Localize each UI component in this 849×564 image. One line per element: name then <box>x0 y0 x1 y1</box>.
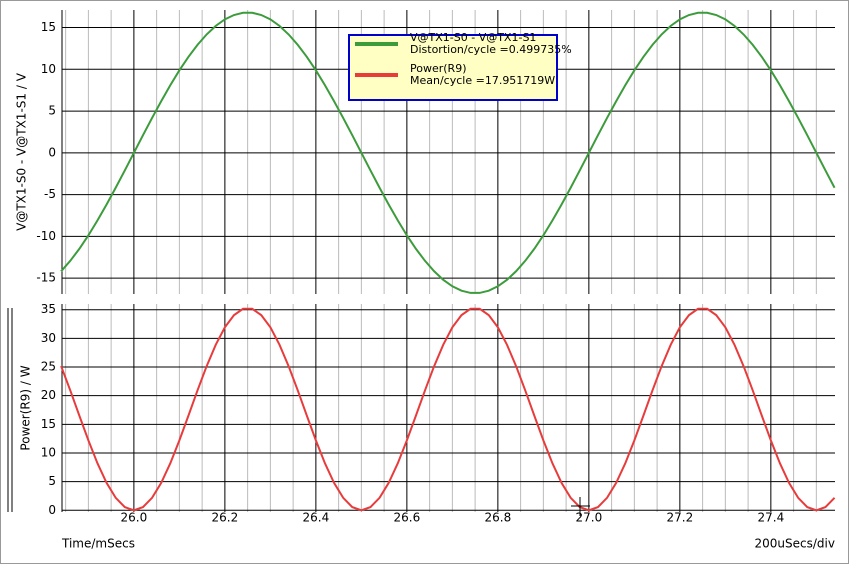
cursor <box>571 497 590 516</box>
x-tick-label: 26.2 <box>212 511 239 525</box>
y-axis-label: Power(R9) / W <box>19 365 33 450</box>
x-scale-label: 200uSecs/div <box>755 537 835 551</box>
x-tick-label: 26.4 <box>303 511 330 525</box>
y-tick-label: 30 <box>41 331 56 345</box>
x-tick-label: 26.6 <box>394 511 421 525</box>
y-tick-label: 0 <box>48 503 56 517</box>
y-tick-label: -5 <box>44 187 56 201</box>
y-tick-label: 35 <box>41 302 56 316</box>
legend: V@TX1-S0 - V@TX1-S1 Distortion/cycle =0.… <box>348 31 572 101</box>
series-line <box>60 307 836 512</box>
y-tick-label: 25 <box>41 360 56 374</box>
series-line <box>60 11 836 294</box>
y-tick-label: 10 <box>41 62 56 76</box>
y-tick-label: 10 <box>41 445 56 459</box>
legend-annotation: Mean/cycle =17.951719W <box>410 74 555 87</box>
y-tick-label: -10 <box>36 229 56 243</box>
legend-label: Power(R9) <box>410 62 466 75</box>
y-tick-label: 20 <box>41 388 56 402</box>
x-tick-label: 27.4 <box>757 511 784 525</box>
x-tick-label: 26.0 <box>121 511 148 525</box>
y-tick-label: -15 <box>36 271 56 285</box>
y-tick-label: 0 <box>48 145 56 159</box>
x-tick-label: 27.0 <box>575 511 602 525</box>
y-tick-label: 15 <box>41 417 56 431</box>
x-axis-label: Time/mSecs <box>61 537 135 551</box>
y-tick-label: 15 <box>41 20 56 34</box>
plots: -15 -10 -5 0 5 10 15 0 5 10 15 20 25 30 35 26.0 26.2 26.4… <box>36 10 836 525</box>
y-tick-label: 5 <box>48 474 56 488</box>
x-tick-label: 27.2 <box>666 511 693 525</box>
legend-label: V@TX1-S0 - V@TX1-S1 <box>410 31 536 44</box>
legend-annotation: Distortion/cycle =0.499735% <box>410 43 572 56</box>
y-axis-label: V@TX1-S0 - V@TX1-S1 / V <box>15 72 29 231</box>
x-tick-label: 26.8 <box>485 511 512 525</box>
y-tick-label: 5 <box>48 104 56 118</box>
